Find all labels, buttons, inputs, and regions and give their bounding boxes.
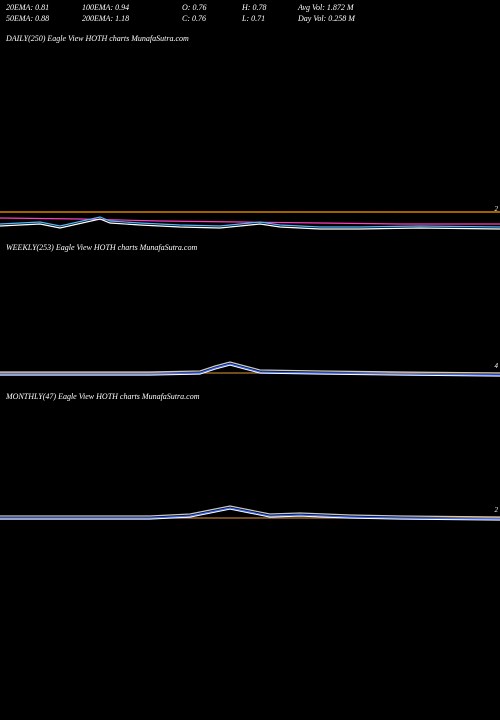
daily-chart: 2 xyxy=(0,45,500,235)
stat-20ema: 20EMA: 0.81 xyxy=(6,2,82,13)
weekly-chart-title: WEEKLY(253) Eagle View HOTH charts Munaf… xyxy=(0,235,500,254)
daily-axis-label: 2 xyxy=(495,205,499,213)
header-stats: 20EMA: 0.81 100EMA: 0.94 O: 0.76 H: 0.78… xyxy=(0,0,500,26)
stats-row-2: 50EMA: 0.88 200EMA: 1.18 C: 0.76 L: 0.71… xyxy=(6,13,494,24)
weekly-chart: 4 xyxy=(0,254,500,374)
stat-200ema: 200EMA: 1.18 xyxy=(82,13,182,24)
monthly-chart-title: MONTHLY(47) Eagle View HOTH charts Munaf… xyxy=(0,384,500,403)
daily-chart-title: DAILY(250) Eagle View HOTH charts Munafa… xyxy=(0,26,500,45)
monthly-chart-svg xyxy=(0,403,500,528)
stat-low: L: 0.71 xyxy=(242,13,298,24)
monthly-chart: 2 xyxy=(0,403,500,523)
stat-close: C: 0.76 xyxy=(182,13,242,24)
bottom-empty xyxy=(0,523,500,663)
monthly-axis-label: 2 xyxy=(495,506,499,514)
stat-high: H: 0.78 xyxy=(242,2,298,13)
stat-100ema: 100EMA: 0.94 xyxy=(82,2,182,13)
stat-avgvol: Avg Vol: 1.872 M xyxy=(298,2,418,13)
stat-50ema: 50EMA: 0.88 xyxy=(6,13,82,24)
stat-dayvol: Day Vol: 0.258 M xyxy=(298,13,418,24)
stat-open: O: 0.76 xyxy=(182,2,242,13)
weekly-axis-label: 4 xyxy=(495,362,499,370)
weekly-chart-svg xyxy=(0,254,500,384)
stats-row-1: 20EMA: 0.81 100EMA: 0.94 O: 0.76 H: 0.78… xyxy=(6,2,494,13)
daily-chart-svg xyxy=(0,45,500,235)
